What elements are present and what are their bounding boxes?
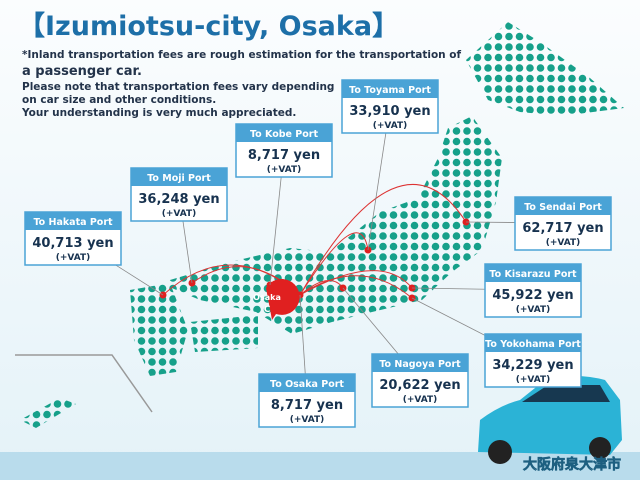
car xyxy=(478,376,622,464)
port-vat: (+VAT) xyxy=(546,238,581,248)
port-price: 62,717 yen xyxy=(522,221,603,236)
port-name: To Hakata Port xyxy=(33,217,113,228)
port-vat: (+VAT) xyxy=(162,209,197,219)
notes: *Inland transportation fees are rough es… xyxy=(21,49,462,119)
port-vat: (+VAT) xyxy=(373,121,408,131)
port-name: To Osaka Port xyxy=(270,379,344,390)
port-vat: (+VAT) xyxy=(516,305,551,315)
port-box: To Kobe Port 8,717 yen (+VAT) xyxy=(235,123,333,178)
inset-line xyxy=(15,354,153,413)
note: a passenger car. xyxy=(22,64,142,79)
port-name: To Sendai Port xyxy=(524,202,602,213)
bottom-band xyxy=(0,452,640,480)
box-header xyxy=(259,374,355,392)
port-box: To Hakata Port 40,713 yen (+VAT) xyxy=(24,211,122,266)
port-price: 45,922 yen xyxy=(492,288,573,303)
port-name: To Moji Port xyxy=(147,173,211,184)
port-box: To Kisarazu Port 45,922 yen (+VAT) xyxy=(484,263,582,318)
port-price: 8,717 yen xyxy=(271,398,343,413)
origin-label: Osaka xyxy=(253,293,281,302)
box-header xyxy=(515,197,611,215)
port-vat: (+VAT) xyxy=(403,395,438,405)
origin-marker: Osaka C xyxy=(253,278,300,320)
port-box: To Moji Port 36,248 yen (+VAT) xyxy=(130,167,228,222)
port-name: To Kobe Port xyxy=(250,129,318,140)
port-box: To Toyama Port 33,910 yen (+VAT) xyxy=(341,79,439,134)
port-vat: (+VAT) xyxy=(290,415,325,425)
box-header xyxy=(372,354,468,372)
note: Your understanding is very much apprecia… xyxy=(21,107,296,119)
port-box: To Sendai Port 62,717 yen (+VAT) xyxy=(514,196,612,251)
note: on car size and other conditions. xyxy=(22,94,216,106)
box-header xyxy=(485,334,581,352)
port-price: 34,229 yen xyxy=(492,358,573,373)
port-vat: (+VAT) xyxy=(267,165,302,175)
box-header xyxy=(485,264,581,282)
port-vat: (+VAT) xyxy=(56,253,91,263)
note: Please note that transportation fees var… xyxy=(22,81,334,93)
port-box: To Osaka Port 8,717 yen (+VAT) xyxy=(258,373,356,428)
port-name: To Toyama Port xyxy=(349,85,431,96)
map xyxy=(20,22,624,428)
port-price: 33,910 yen xyxy=(349,104,430,119)
location: 大阪府泉大津市 xyxy=(523,456,621,473)
box-header xyxy=(342,80,438,98)
port-price: 20,622 yen xyxy=(379,378,460,393)
port-box: To Yokohama Port 34,229 yen (+VAT) xyxy=(484,333,582,388)
port-name: To Kisarazu Port xyxy=(489,269,577,280)
note: *Inland transportation fees are rough es… xyxy=(22,49,462,61)
port-price: 36,248 yen xyxy=(138,192,219,207)
port-name: To Nagoya Port xyxy=(379,359,461,370)
box-header xyxy=(25,212,121,230)
box-header xyxy=(236,124,332,142)
port-vat: (+VAT) xyxy=(516,375,551,385)
title: 【Izumiotsu-city, Osaka】 xyxy=(18,11,399,42)
box-header xyxy=(131,168,227,186)
port-price: 8,717 yen xyxy=(248,148,320,163)
port-box: To Nagoya Port 20,622 yen (+VAT) xyxy=(371,353,469,408)
port-name: To Yokohama Port xyxy=(485,339,581,350)
port-price: 40,713 yen xyxy=(32,236,113,251)
origin-mark: C xyxy=(264,305,271,315)
